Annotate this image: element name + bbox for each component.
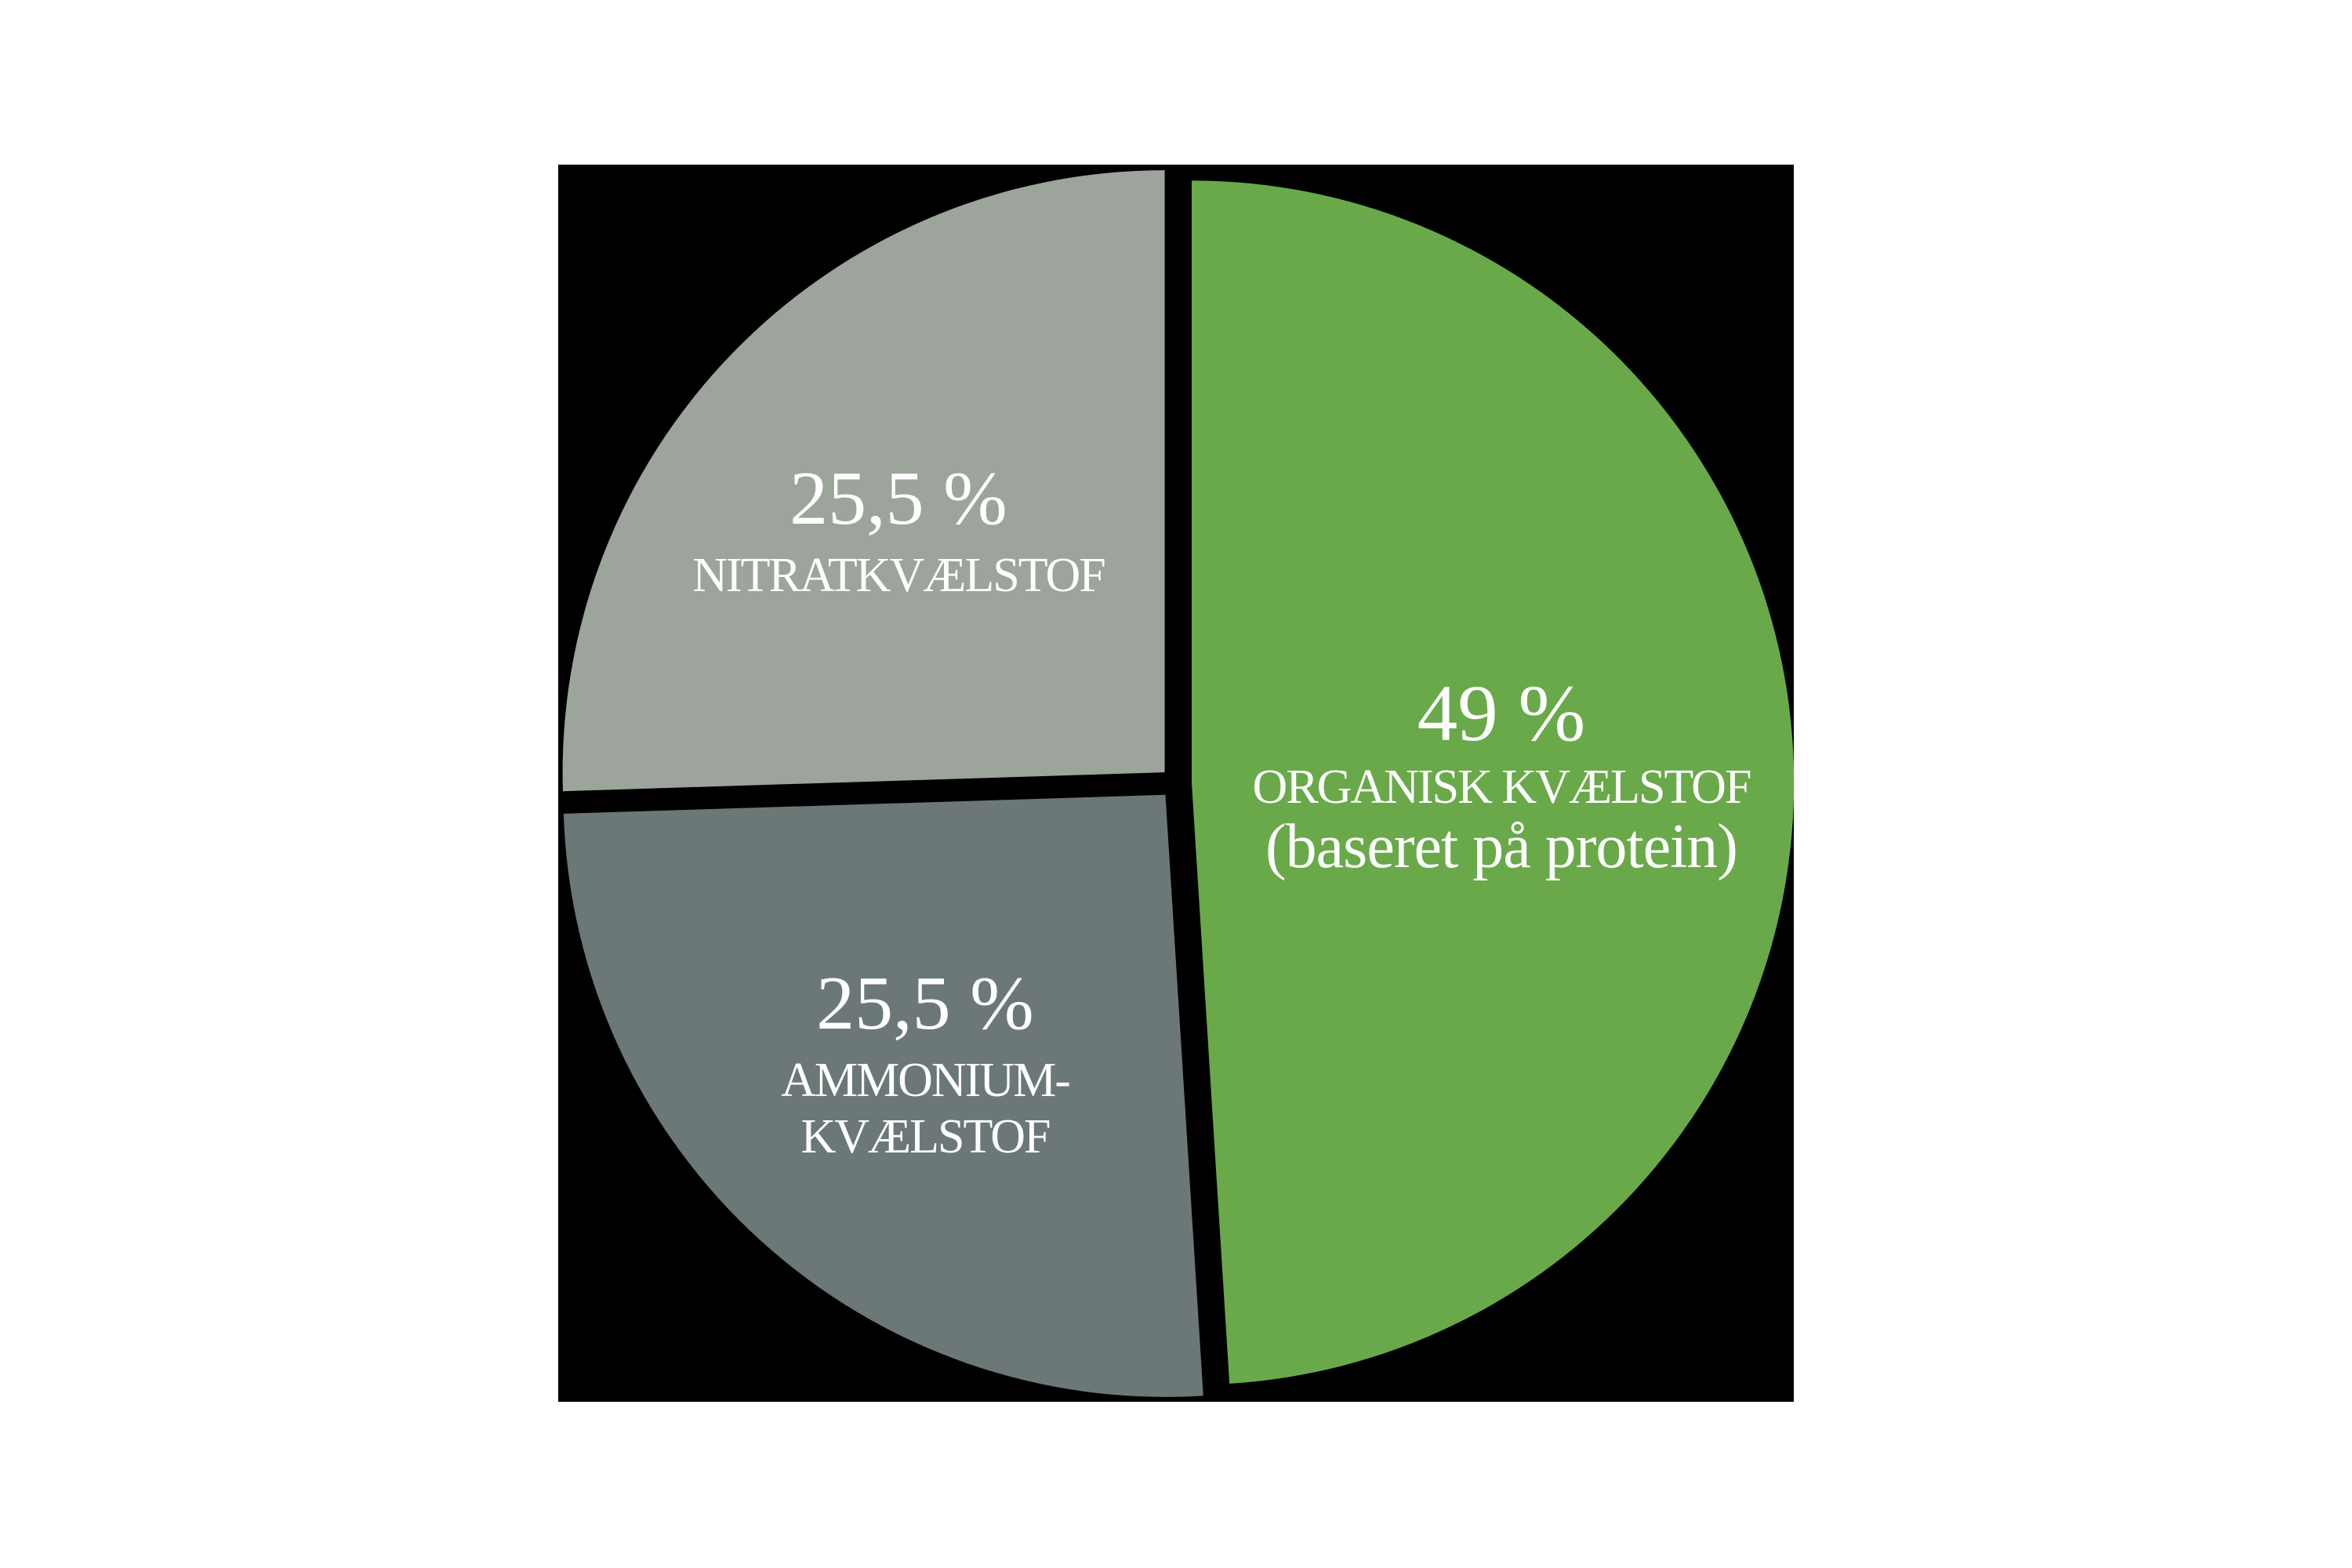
slice-subname-organisk-kvaelstof: (baseret på protein) <box>1265 812 1737 881</box>
pie-slices <box>562 170 1795 1397</box>
slice-label-organisk-kvaelstof: 49 % ORGANISK KVÆLSTOF (baseret på prote… <box>1253 669 1752 881</box>
pie-slice-organisk-kvaelstof <box>1192 180 1795 1384</box>
slice-name-organisk-kvaelstof: ORGANISK KVÆLSTOF <box>1253 760 1751 814</box>
slice-label-nitratkvaelstof: 25,5 % NITRATKVÆLSTOF <box>692 456 1106 602</box>
slice-value-nitratkvaelstof: 25,5 % <box>789 456 1007 541</box>
slice-label-ammonium-kvaelstof: 25,5 % AMMONIUM- KVÆLSTOF <box>781 961 1071 1163</box>
slice-name-nitratkvaelstof: NITRATKVÆLSTOF <box>692 549 1105 602</box>
slice-value-organisk-kvaelstof: 49 % <box>1417 669 1586 758</box>
slice-name-ammonium-kvaelstof-line1: AMMONIUM- <box>781 1054 1069 1107</box>
slice-value-ammonium-kvaelstof: 25,5 % <box>816 961 1034 1046</box>
pie-slice-ammonium-kvaelstof <box>563 794 1203 1397</box>
pie-slice-nitratkvaelstof <box>562 170 1165 792</box>
slice-name-ammonium-kvaelstof-line2: KVÆLSTOF <box>800 1110 1050 1163</box>
